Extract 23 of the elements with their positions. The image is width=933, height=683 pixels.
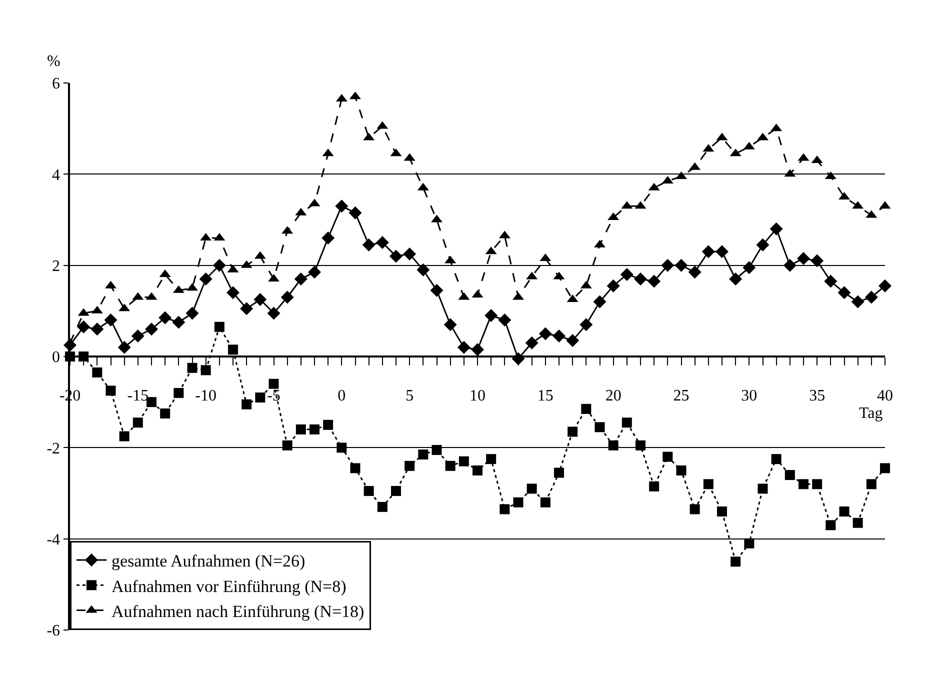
x-tick-label: 15 xyxy=(537,387,554,404)
y-axis-title: % xyxy=(47,53,60,70)
x-axis-title: Tag xyxy=(859,405,883,422)
y-tick-label: 6 xyxy=(52,76,60,93)
x-tick-label: 30 xyxy=(741,387,758,404)
legend-label: gesamte Aufnahmen (N=26) xyxy=(112,552,306,571)
y-tick-label: -4 xyxy=(46,531,60,548)
y-tick-label: 4 xyxy=(52,166,60,184)
x-tick-label: 10 xyxy=(470,387,486,404)
x-tick-label: -10 xyxy=(195,387,216,404)
y-tick-label: -6 xyxy=(46,622,60,640)
legend-label: Aufnahmen nach Einführung (N=18) xyxy=(112,602,364,621)
x-tick-label: 25 xyxy=(673,387,690,404)
legend-label: Aufnahmen vor Einführung (N=8) xyxy=(112,576,346,596)
x-tick-label: 0 xyxy=(338,387,346,404)
x-tick-label: 40 xyxy=(877,387,893,404)
y-tick-label: -2 xyxy=(46,440,60,458)
y-tick-label: 2 xyxy=(52,258,60,275)
y-tick-label: 0 xyxy=(52,349,60,366)
x-tick-label: 5 xyxy=(406,387,414,404)
x-tick-label: -5 xyxy=(267,387,280,404)
x-tick-label: 35 xyxy=(809,387,826,404)
x-tick-label: 20 xyxy=(605,387,622,404)
